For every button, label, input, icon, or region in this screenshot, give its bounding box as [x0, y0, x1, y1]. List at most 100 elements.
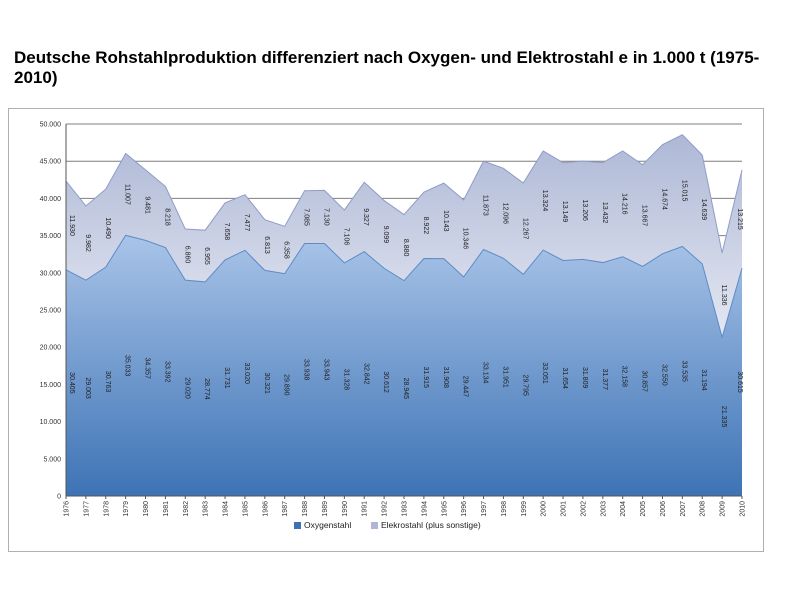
x-tick-label: 2002 — [580, 501, 587, 517]
data-label-elektrostahl: 13.149 — [561, 201, 568, 223]
legend-label-elektrostahl: Elekrostahl (plus sonstige) — [381, 520, 481, 530]
data-label-elektrostahl: 12.267 — [521, 218, 528, 240]
legend-swatch-oxygenstahl — [294, 522, 301, 529]
data-label-elektrostahl: 7.130 — [322, 208, 329, 226]
data-label-elektrostahl: 13.432 — [601, 202, 608, 224]
x-tick-label: 1983 — [203, 501, 210, 517]
data-label-oxygenstahl: 33.051 — [541, 362, 548, 384]
data-label-elektrostahl: 8.880 — [402, 239, 409, 257]
area-layer — [65, 134, 743, 496]
data-label-oxygenstahl: 31.328 — [342, 369, 349, 391]
data-label-oxygenstahl: 31.809 — [581, 367, 588, 389]
x-tick-label: 1984 — [223, 501, 230, 517]
x-tick-label: 1996 — [461, 501, 468, 517]
y-tick-label: 45.000 — [40, 159, 62, 166]
data-label-oxygenstahl: 33.020 — [243, 362, 250, 384]
y-tick-label: 40.000 — [40, 196, 62, 203]
x-tick-label: 1994 — [421, 501, 428, 517]
data-label-oxygenstahl: 34.357 — [144, 357, 151, 379]
data-label-oxygenstahl: 30.615 — [736, 371, 743, 393]
x-tick-label: 1981 — [163, 501, 170, 517]
data-label-elektrostahl: 6.813 — [263, 236, 270, 254]
x-tick-label: 1987 — [282, 501, 289, 517]
data-label-elektrostahl: 11.930 — [68, 215, 75, 236]
y-tick-label: 35.000 — [40, 233, 62, 240]
data-label-elektrostahl: 13.324 — [541, 190, 548, 212]
y-tick-label: 50.000 — [40, 122, 62, 129]
x-tick-label: 1992 — [382, 501, 389, 517]
x-tick-label: 1998 — [501, 501, 508, 517]
legend-swatch-elektrostahl — [371, 522, 378, 529]
data-label-elektrostahl: 13.215 — [736, 208, 743, 230]
data-label-elektrostahl: 9.327 — [362, 208, 369, 226]
data-label-oxygenstahl: 30.405 — [68, 372, 75, 394]
x-tick-label: 1995 — [441, 501, 448, 517]
x-tick-label: 2006 — [660, 501, 667, 517]
x-tick-label: 1980 — [143, 501, 150, 517]
data-label-elektrostahl: 10.346 — [462, 228, 469, 250]
data-label-elektrostahl: 9.982 — [84, 234, 91, 252]
data-label-elektrostahl: 6.955 — [203, 247, 210, 265]
x-tick-label: 2007 — [680, 501, 687, 517]
data-label-oxygenstahl: 31.908 — [442, 367, 449, 389]
data-label-oxygenstahl: 31.377 — [601, 369, 608, 391]
data-label-oxygenstahl: 21.335 — [720, 406, 727, 428]
x-tick-label: 1977 — [83, 501, 90, 517]
x-tick-label: 2001 — [561, 501, 568, 517]
data-label-oxygenstahl: 29.795 — [521, 374, 528, 396]
y-tick-label: 0 — [57, 494, 61, 501]
line-oxygenstahl — [65, 234, 743, 340]
x-tick-label: 1993 — [402, 501, 409, 517]
x-tick-label: 2008 — [700, 501, 707, 517]
line-total — [65, 134, 743, 254]
data-label-elektrostahl: 13.667 — [641, 205, 648, 227]
data-label-elektrostahl: 11.336 — [720, 285, 727, 306]
data-label-elektrostahl: 11.007 — [124, 184, 131, 205]
data-label-elektrostahl: 7.085 — [303, 208, 310, 226]
x-tick-label: 1986 — [262, 501, 269, 517]
y-tick-label: 10.000 — [40, 419, 62, 426]
x-tick-label: 1989 — [322, 501, 329, 517]
x-tick-label: 1982 — [183, 501, 190, 517]
data-label-oxygenstahl: 31.951 — [501, 366, 508, 388]
y-tick-label: 15.000 — [40, 382, 62, 389]
legend-label-oxygenstahl: Oxygenstahl — [304, 520, 351, 530]
data-label-elektrostahl: 6.358 — [283, 241, 290, 259]
stacked-area-chart: 0 5.000 10.000 15.000 20.000 25.000 30.000 35.0… — [40, 122, 747, 531]
data-label-elektrostahl: 7.106 — [342, 228, 349, 246]
x-tick-label: 1985 — [242, 501, 249, 517]
data-label-elektrostahl: 15.015 — [680, 180, 687, 202]
data-label-elektrostahl: 8.218 — [163, 208, 170, 226]
data-label-elektrostahl: 7.658 — [223, 223, 230, 241]
data-label-elektrostahl: 8.922 — [422, 217, 429, 235]
data-label-elektrostahl: 9.099 — [382, 226, 389, 244]
data-label-oxygenstahl: 29.003 — [84, 377, 91, 399]
data-label-oxygenstahl: 35.033 — [124, 355, 131, 377]
data-label-oxygenstahl: 29.890 — [283, 374, 290, 396]
x-tick-label: 2000 — [541, 501, 548, 517]
y-tick-label: 5.000 — [43, 456, 61, 463]
x-tick-label: 2010 — [740, 501, 747, 517]
data-label-elektrostahl: 9.481 — [144, 196, 151, 214]
page-title: Deutsche Rohstahlproduktion differenzier… — [14, 48, 760, 87]
data-label-oxygenstahl: 33.535 — [680, 361, 687, 383]
data-label-elektrostahl: 12.096 — [501, 203, 508, 225]
x-tick-label: 1979 — [123, 501, 130, 517]
data-label-oxygenstahl: 31.731 — [223, 367, 230, 389]
x-tick-label: 2004 — [620, 501, 627, 517]
chart-frame: 0 5.000 10.000 15.000 20.000 25.000 30.000 35.0… — [8, 108, 764, 552]
data-label-elektrostahl: 14.216 — [621, 193, 628, 215]
data-label-oxygenstahl: 32.550 — [660, 364, 667, 386]
x-tick-label: 1991 — [362, 501, 369, 517]
data-label-oxygenstahl: 29.447 — [462, 376, 469, 398]
data-label-oxygenstahl: 32.158 — [621, 366, 628, 388]
y-tick-label: 30.000 — [40, 270, 62, 277]
data-label-oxygenstahl: 31.654 — [561, 368, 568, 390]
x-tick-label: 2005 — [640, 501, 647, 517]
area-elektrostahl — [66, 134, 742, 338]
data-label-oxygenstahl: 33.943 — [322, 359, 329, 381]
data-label-elektrostahl: 10.143 — [442, 210, 449, 232]
axis-layer: 0 5.000 10.000 15.000 20.000 25.000 30.000 35.0… — [40, 122, 747, 517]
data-label-oxygenstahl: 32.842 — [362, 363, 369, 385]
data-label-oxygenstahl: 31.194 — [700, 369, 707, 391]
